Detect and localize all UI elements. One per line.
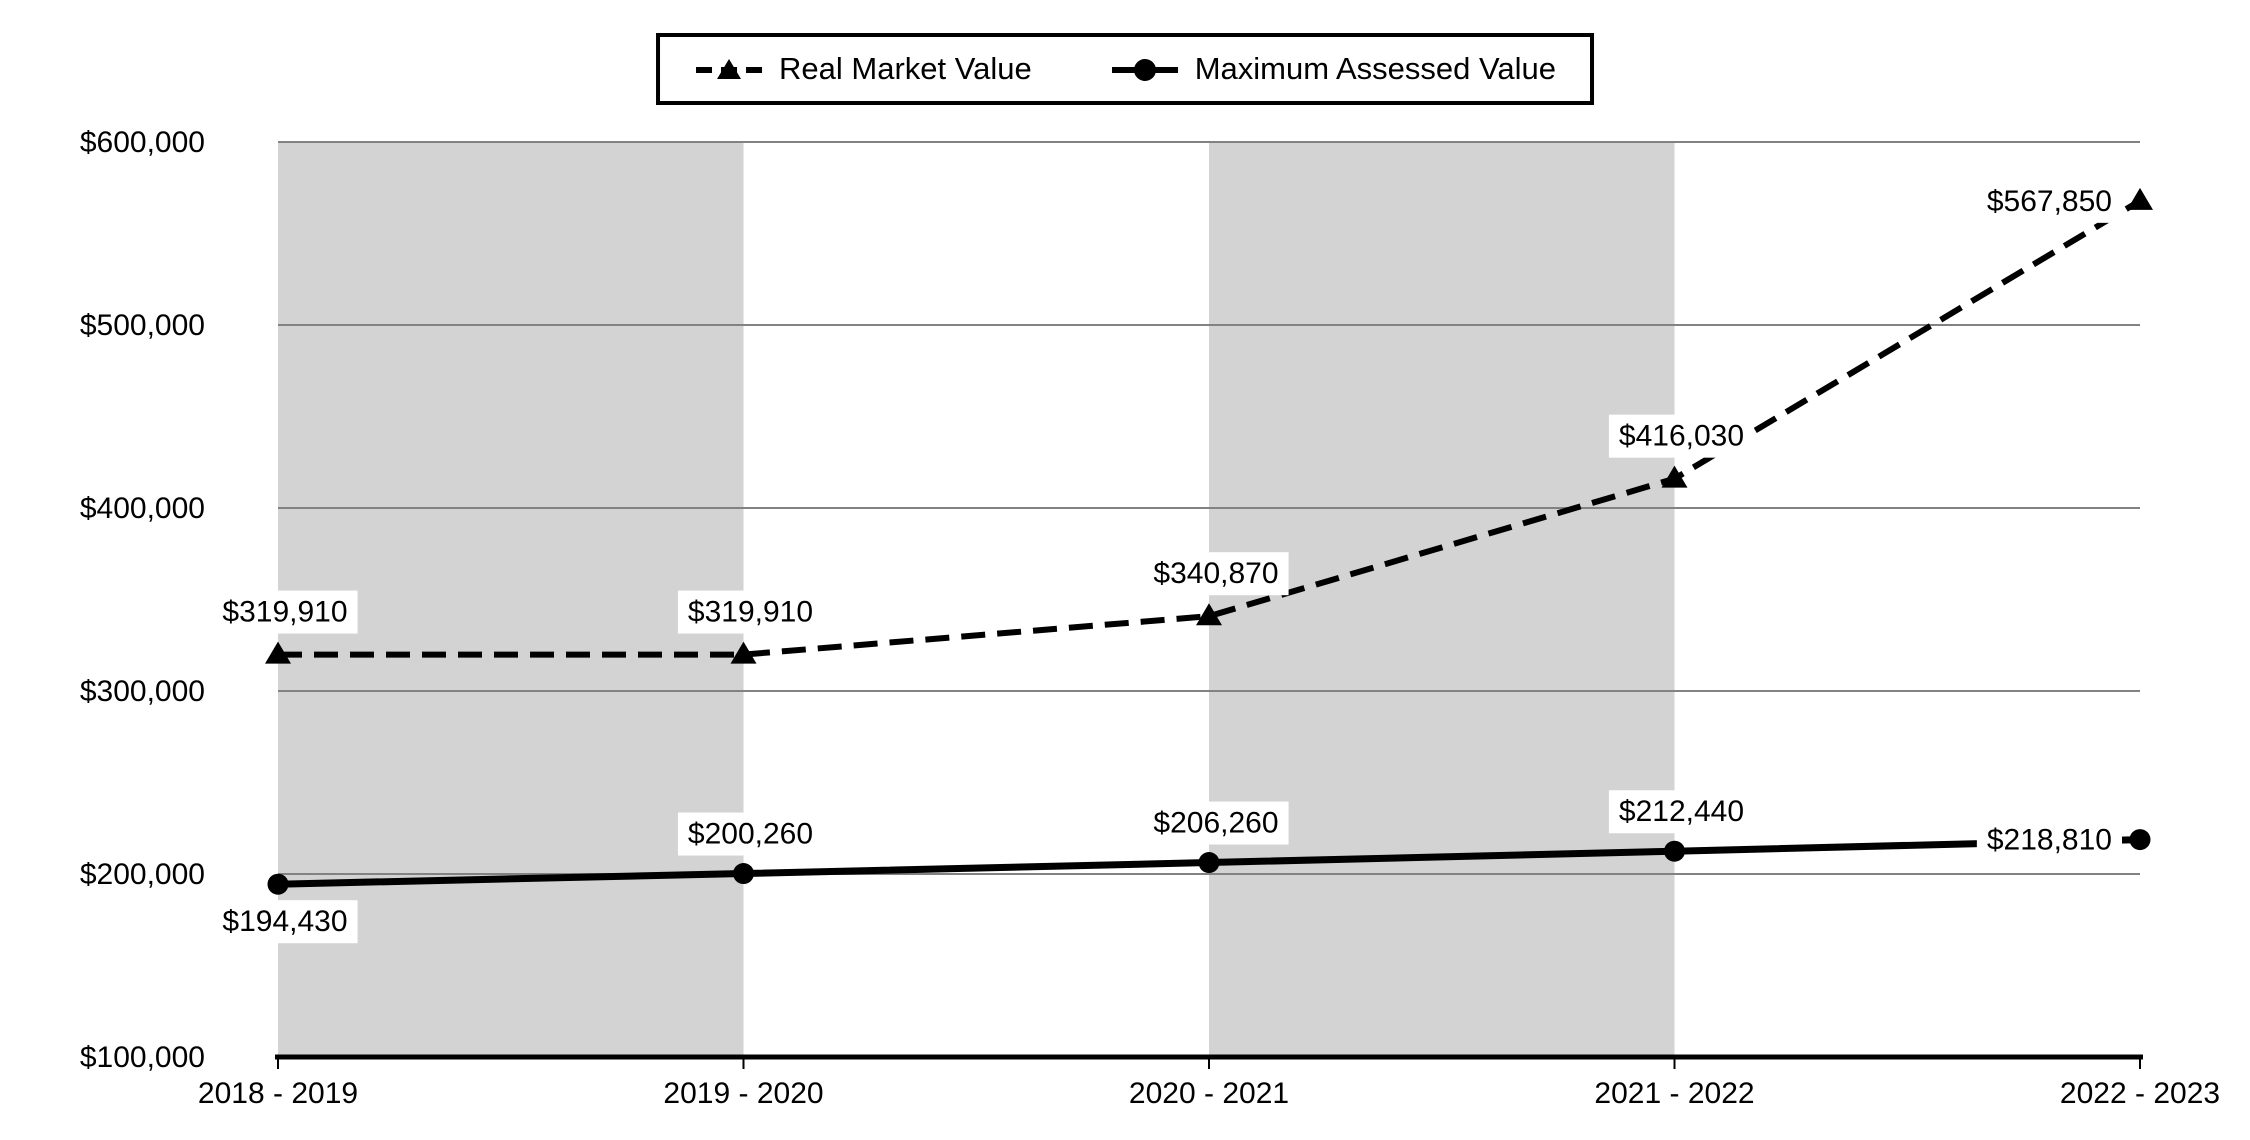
plot-bands: [278, 142, 1675, 1057]
triangle-marker: [265, 641, 291, 664]
circle-marker: [733, 863, 754, 885]
data-label: $212,440: [1619, 795, 1744, 828]
plot-band: [1209, 142, 1675, 1057]
dashed-line-triangle-marker-icon: [696, 59, 763, 79]
data-label-background: [1143, 552, 1289, 596]
x-axis: 2018 - 2019 2019 - 2020 2020 - 2021 2021 - …: [198, 1054, 2220, 1110]
legend-item-real-market-value: Real Market Value: [694, 51, 1032, 87]
data-label: $200,260: [688, 818, 813, 851]
data-label: $416,030: [1619, 420, 1744, 453]
legend-label-maximum-assessed-value: Maximum Assessed Value: [1194, 51, 1556, 86]
data-label: $567,850: [1987, 185, 2112, 218]
triangle-marker: [2127, 187, 2153, 210]
triangle-marker: [1196, 603, 1222, 626]
data-label-background: [1608, 414, 1755, 458]
data-label: $319,910: [222, 596, 347, 629]
solid-line-circle-marker-icon: [1111, 59, 1178, 81]
triangle-marker: [1661, 465, 1688, 488]
circle-marker: [1664, 840, 1685, 862]
data-label-background: [1976, 179, 2122, 223]
legend-item-maximum-assessed-value: Maximum Assessed Value: [1110, 51, 1556, 87]
y-axis-labels: $100,000 $200,000 $300,000 $400,000 $500,000…: [80, 126, 205, 1074]
data-label-background: [677, 812, 824, 856]
data-label-background: [677, 590, 824, 634]
circle-marker: [267, 873, 289, 895]
x-tick-label: 2018 - 2019: [198, 1077, 358, 1110]
triangle-marker: [730, 641, 757, 664]
data-label: $218,810: [1987, 824, 2112, 857]
y-tick-label: $200,000: [80, 858, 205, 891]
chart-legend: Real Market Value Maximum Assessed Value: [656, 33, 1594, 105]
y-tick-label: $300,000: [80, 675, 205, 708]
series-line-dashed: [278, 198, 2142, 658]
data-label: $206,260: [1153, 807, 1278, 840]
data-label-background: [1608, 790, 1755, 834]
series-markers: [265, 187, 2153, 895]
data-label-background: [1143, 801, 1289, 845]
data-label-background: [212, 590, 358, 634]
x-tick-label: 2022 - 2023: [2060, 1077, 2220, 1110]
x-tick-label: 2020 - 2021: [1129, 1077, 1289, 1110]
y-tick-label: $100,000: [80, 1041, 205, 1074]
data-label: $194,430: [222, 905, 347, 938]
data-label-background: [212, 900, 358, 944]
data-label: $340,870: [1153, 557, 1278, 590]
y-tick-label: $400,000: [80, 492, 205, 525]
circle-marker: [2129, 829, 2151, 851]
y-tick-label: $600,000: [80, 126, 205, 159]
x-tick-label: 2019 - 2020: [663, 1077, 823, 1110]
data-label-background: [1976, 818, 2122, 862]
legend-label-real-market-value: Real Market Value: [779, 51, 1032, 86]
x-tick-label: 2021 - 2022: [1594, 1077, 1754, 1110]
data-label: $319,910: [688, 596, 813, 629]
data-labels: $319,910 $319,910 $340,870 $416,030 $567,850…: [212, 179, 2122, 944]
y-tick-label: $500,000: [80, 309, 205, 342]
circle-marker: [1198, 852, 1220, 874]
